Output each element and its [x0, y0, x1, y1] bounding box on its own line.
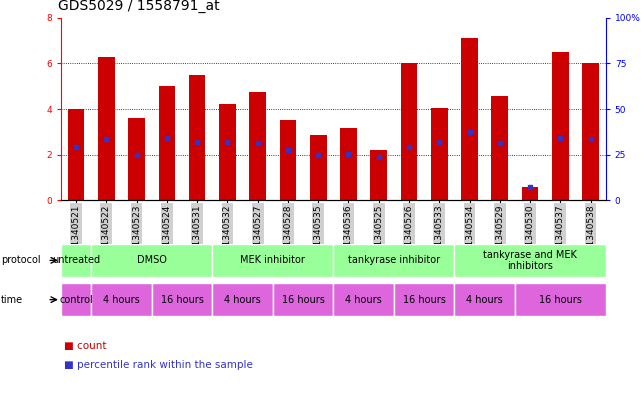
- Bar: [152, 283, 212, 316]
- Bar: [279, 121, 296, 200]
- Text: ■ percentile rank within the sample: ■ percentile rank within the sample: [64, 360, 253, 371]
- Text: MEK inhibitor: MEK inhibitor: [240, 255, 305, 265]
- Text: GDS5029 / 1558791_at: GDS5029 / 1558791_at: [58, 0, 220, 13]
- Text: ■ count: ■ count: [64, 341, 106, 351]
- Text: tankyrase and MEK
inhibitors: tankyrase and MEK inhibitors: [483, 250, 577, 271]
- Text: 16 hours: 16 hours: [160, 295, 203, 305]
- Bar: [212, 283, 273, 316]
- Bar: [394, 283, 454, 316]
- Text: protocol: protocol: [1, 255, 40, 265]
- Bar: [515, 283, 606, 316]
- Bar: [158, 86, 175, 200]
- Bar: [128, 118, 145, 200]
- Bar: [462, 38, 478, 200]
- Text: 4 hours: 4 hours: [224, 295, 261, 305]
- Bar: [552, 52, 569, 200]
- Bar: [401, 63, 417, 200]
- Text: 16 hours: 16 hours: [539, 295, 582, 305]
- Text: 4 hours: 4 hours: [345, 295, 382, 305]
- Bar: [219, 105, 236, 200]
- Bar: [333, 244, 454, 277]
- Text: time: time: [1, 295, 23, 305]
- Text: tankyrase inhibitor: tankyrase inhibitor: [348, 255, 440, 265]
- Bar: [249, 92, 266, 200]
- Bar: [61, 283, 91, 316]
- Text: DMSO: DMSO: [137, 255, 167, 265]
- Text: 16 hours: 16 hours: [281, 295, 324, 305]
- Bar: [61, 244, 91, 277]
- Bar: [454, 283, 515, 316]
- Bar: [91, 244, 212, 277]
- Bar: [340, 129, 357, 200]
- Bar: [492, 97, 508, 200]
- Bar: [212, 244, 333, 277]
- Bar: [68, 109, 85, 200]
- Text: control: control: [59, 295, 93, 305]
- Bar: [370, 150, 387, 200]
- Bar: [273, 283, 333, 316]
- Text: 16 hours: 16 hours: [403, 295, 445, 305]
- Bar: [333, 283, 394, 316]
- Bar: [582, 63, 599, 200]
- Text: untreated: untreated: [52, 255, 100, 265]
- Bar: [98, 57, 115, 200]
- Bar: [454, 244, 606, 277]
- Bar: [310, 135, 326, 200]
- Bar: [431, 108, 447, 200]
- Text: 4 hours: 4 hours: [103, 295, 140, 305]
- Bar: [91, 283, 152, 316]
- Bar: [522, 187, 538, 200]
- Bar: [189, 75, 205, 200]
- Text: 4 hours: 4 hours: [466, 295, 503, 305]
